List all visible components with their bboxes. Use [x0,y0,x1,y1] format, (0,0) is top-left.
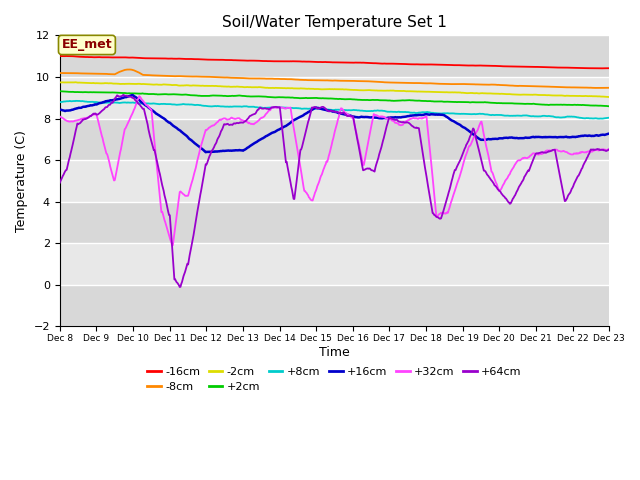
Bar [60,119,609,160]
Bar [60,77,609,119]
Legend: -16cm, -8cm, -2cm, +2cm, +8cm, +16cm, +32cm, +64cm: -16cm, -8cm, -2cm, +2cm, +8cm, +16cm, +3… [143,362,526,396]
Bar [60,285,609,326]
Y-axis label: Temperature (C): Temperature (C) [15,130,28,232]
Text: EE_met: EE_met [61,38,112,51]
X-axis label: Time: Time [319,346,350,359]
Bar [60,160,609,202]
Bar [60,202,609,243]
Title: Soil/Water Temperature Set 1: Soil/Water Temperature Set 1 [222,15,447,30]
Bar [60,243,609,285]
Bar [60,36,609,77]
